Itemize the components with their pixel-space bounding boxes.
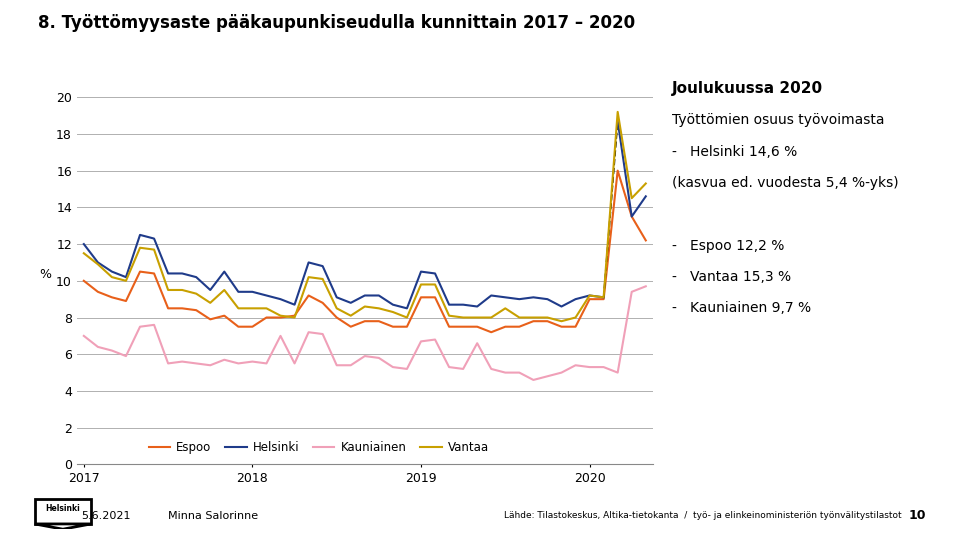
Text: 10: 10 bbox=[909, 509, 926, 522]
Legend: Espoo, Helsinki, Kauniainen, Vantaa: Espoo, Helsinki, Kauniainen, Vantaa bbox=[144, 436, 493, 458]
Y-axis label: %: % bbox=[39, 268, 51, 281]
Text: 5.6.2021: 5.6.2021 bbox=[82, 511, 132, 521]
Text: -   Espoo 12,2 %: - Espoo 12,2 % bbox=[672, 239, 784, 253]
Text: Joulukuussa 2020: Joulukuussa 2020 bbox=[672, 81, 823, 96]
FancyBboxPatch shape bbox=[35, 498, 91, 524]
Text: -   Kauniainen 9,7 %: - Kauniainen 9,7 % bbox=[672, 301, 811, 315]
Text: Helsinki: Helsinki bbox=[45, 504, 81, 514]
Text: (kasvua ed. vuodesta 5,4 %-yks): (kasvua ed. vuodesta 5,4 %-yks) bbox=[672, 176, 899, 190]
Text: Työttömien osuus työvoimasta: Työttömien osuus työvoimasta bbox=[672, 113, 884, 127]
Text: Minna Salorinne: Minna Salorinne bbox=[168, 511, 258, 521]
Text: -   Vantaa 15,3 %: - Vantaa 15,3 % bbox=[672, 270, 791, 284]
Text: Lähde: Tilastokeskus, Altika-tietokanta  /  työ- ja elinkeinoministeriön työnväl: Lähde: Tilastokeskus, Altika-tietokanta … bbox=[504, 511, 901, 520]
Text: 8. Työttömyysaste pääkaupunkiseudulla kunnittain 2017 – 2020: 8. Työttömyysaste pääkaupunkiseudulla ku… bbox=[38, 14, 636, 31]
Polygon shape bbox=[35, 524, 91, 529]
Text: -   Helsinki 14,6 %: - Helsinki 14,6 % bbox=[672, 145, 797, 159]
